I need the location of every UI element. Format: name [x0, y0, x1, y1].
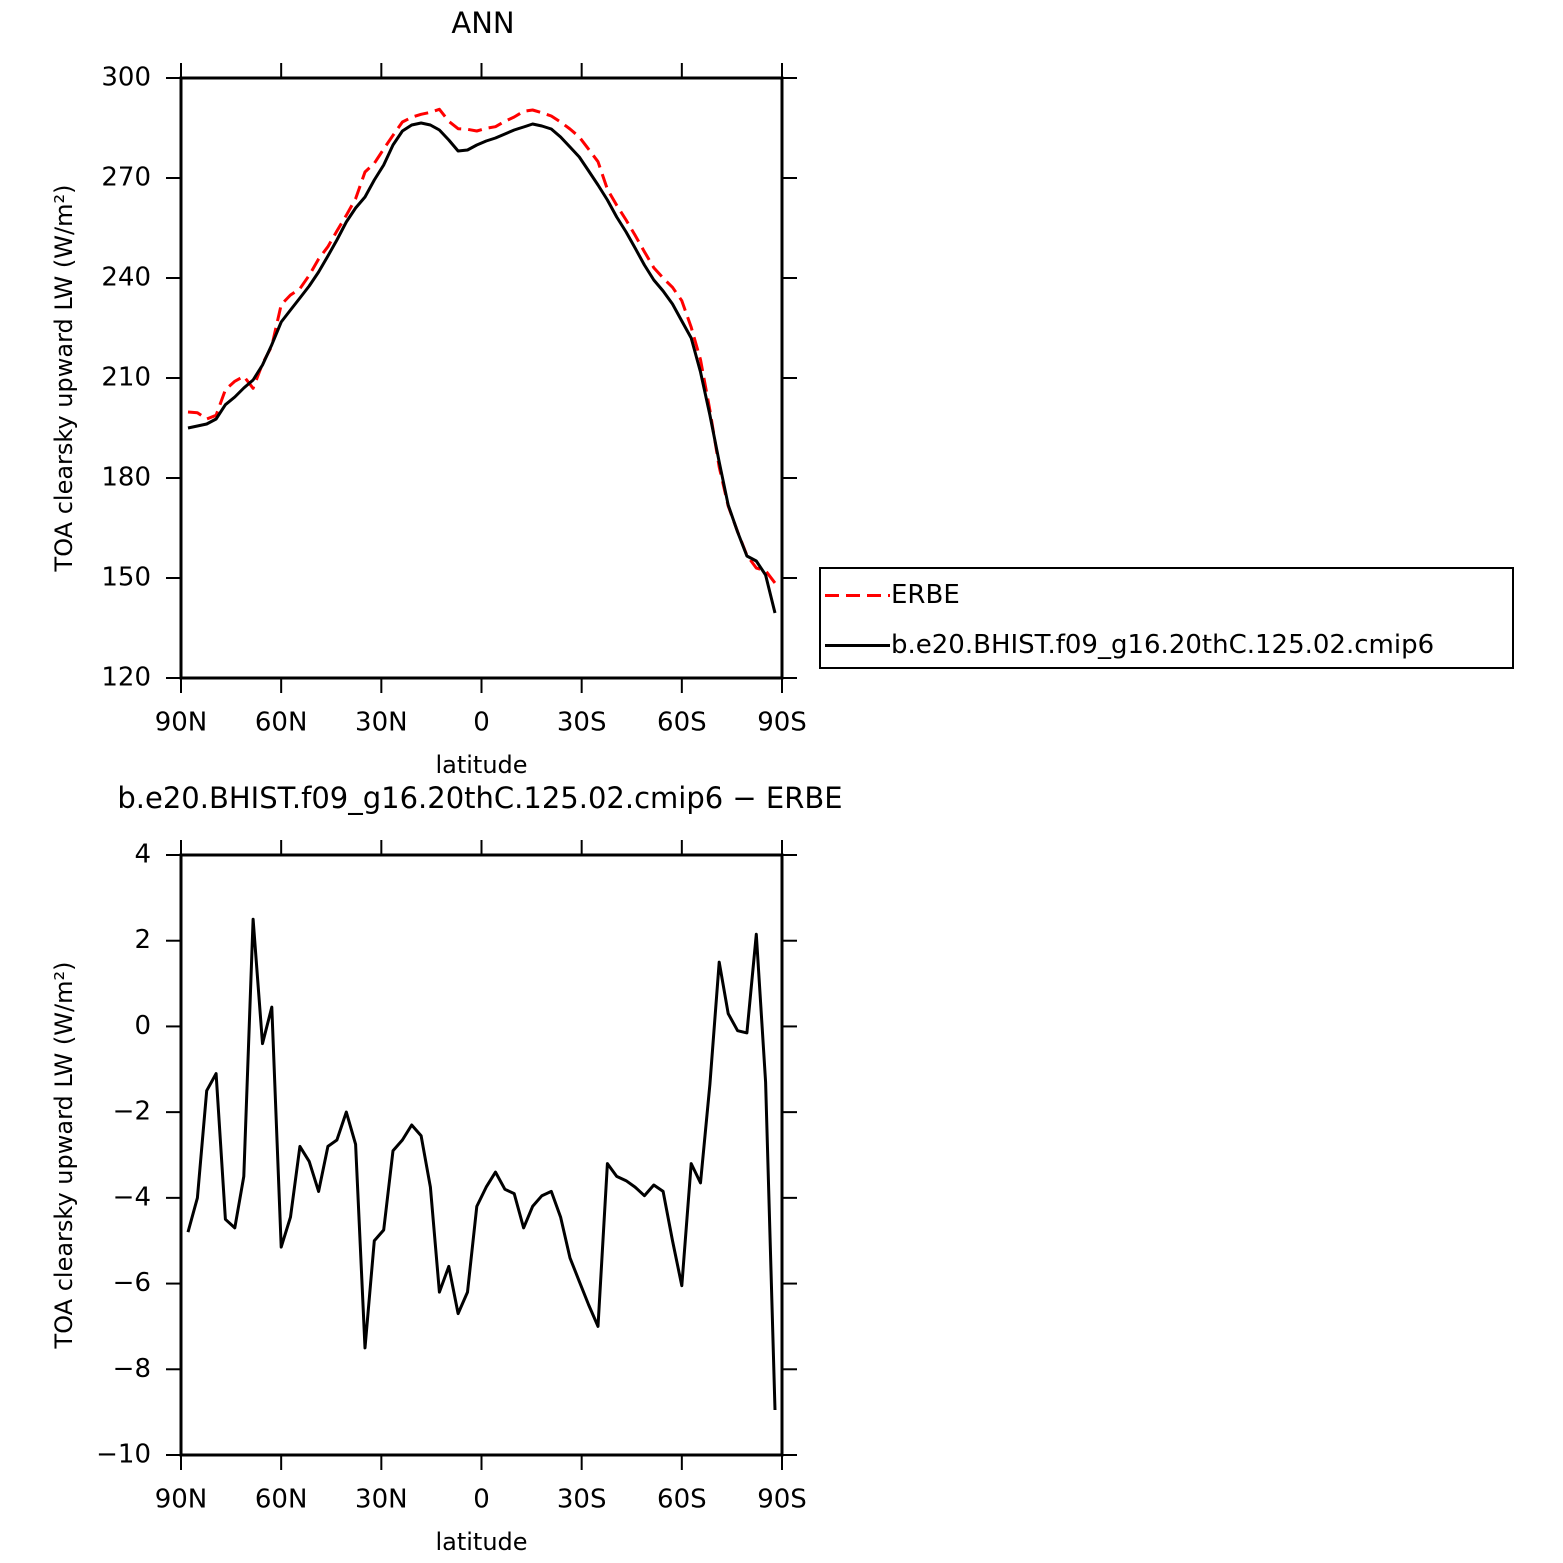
y-tick-label: −6 — [113, 1268, 151, 1298]
x-tick-label: 30S — [557, 708, 607, 738]
x-tick-label: 90S — [757, 1485, 807, 1515]
x-axis-label: latitude — [435, 1528, 527, 1556]
y-tick-label: −2 — [113, 1097, 151, 1127]
y-tick-label: 0 — [134, 1011, 151, 1041]
legend-label: ERBE — [891, 580, 960, 610]
x-tick-label: 60N — [255, 1485, 308, 1515]
x-tick-label: 90S — [757, 708, 807, 738]
y-tick-label: 150 — [101, 563, 151, 593]
x-tick-label: 60S — [657, 1485, 707, 1515]
y-tick-label: 120 — [101, 663, 151, 693]
x-tick-label: 0 — [473, 708, 490, 738]
x-tick-label: 60N — [255, 708, 308, 738]
chart-title: b.e20.BHIST.f09_g16.20thC.125.02.cmip6 −… — [117, 781, 842, 815]
x-tick-label: 90N — [155, 708, 208, 738]
y-tick-label: −8 — [113, 1354, 151, 1384]
data-line — [186, 917, 777, 1411]
y-tick-label: 240 — [101, 263, 151, 293]
plot-frame — [179, 76, 784, 680]
y-tick-label: −10 — [96, 1440, 151, 1470]
x-tick-label: 60S — [657, 708, 707, 738]
x-axis-label: latitude — [435, 751, 527, 779]
x-tick-label: 90N — [155, 1485, 208, 1515]
y-axis-label: TOA clearsky upward LW (W/m²) — [50, 185, 78, 573]
y-tick-label: −4 — [113, 1182, 151, 1212]
data-line — [187, 107, 777, 584]
y-tick-label: 2 — [134, 925, 151, 955]
x-tick-label: 30N — [355, 1485, 408, 1515]
y-tick-label: 270 — [101, 163, 151, 193]
y-tick-label: 210 — [101, 363, 151, 393]
plot-frame — [179, 853, 784, 1457]
y-tick-label: 300 — [101, 63, 151, 93]
y-axis-label: TOA clearsky upward LW (W/m²) — [50, 962, 78, 1350]
x-tick-label: 0 — [473, 1485, 490, 1515]
x-tick-label: 30S — [557, 1485, 607, 1515]
legend-label: b.e20.BHIST.f09_g16.20thC.125.02.cmip6 — [891, 630, 1434, 660]
y-tick-label: 180 — [101, 463, 151, 493]
x-tick-label: 30N — [355, 708, 408, 738]
chart-title: ANN — [451, 6, 514, 40]
y-tick-label: 4 — [134, 840, 151, 870]
data-line — [187, 121, 777, 614]
legend-box — [819, 567, 1514, 669]
